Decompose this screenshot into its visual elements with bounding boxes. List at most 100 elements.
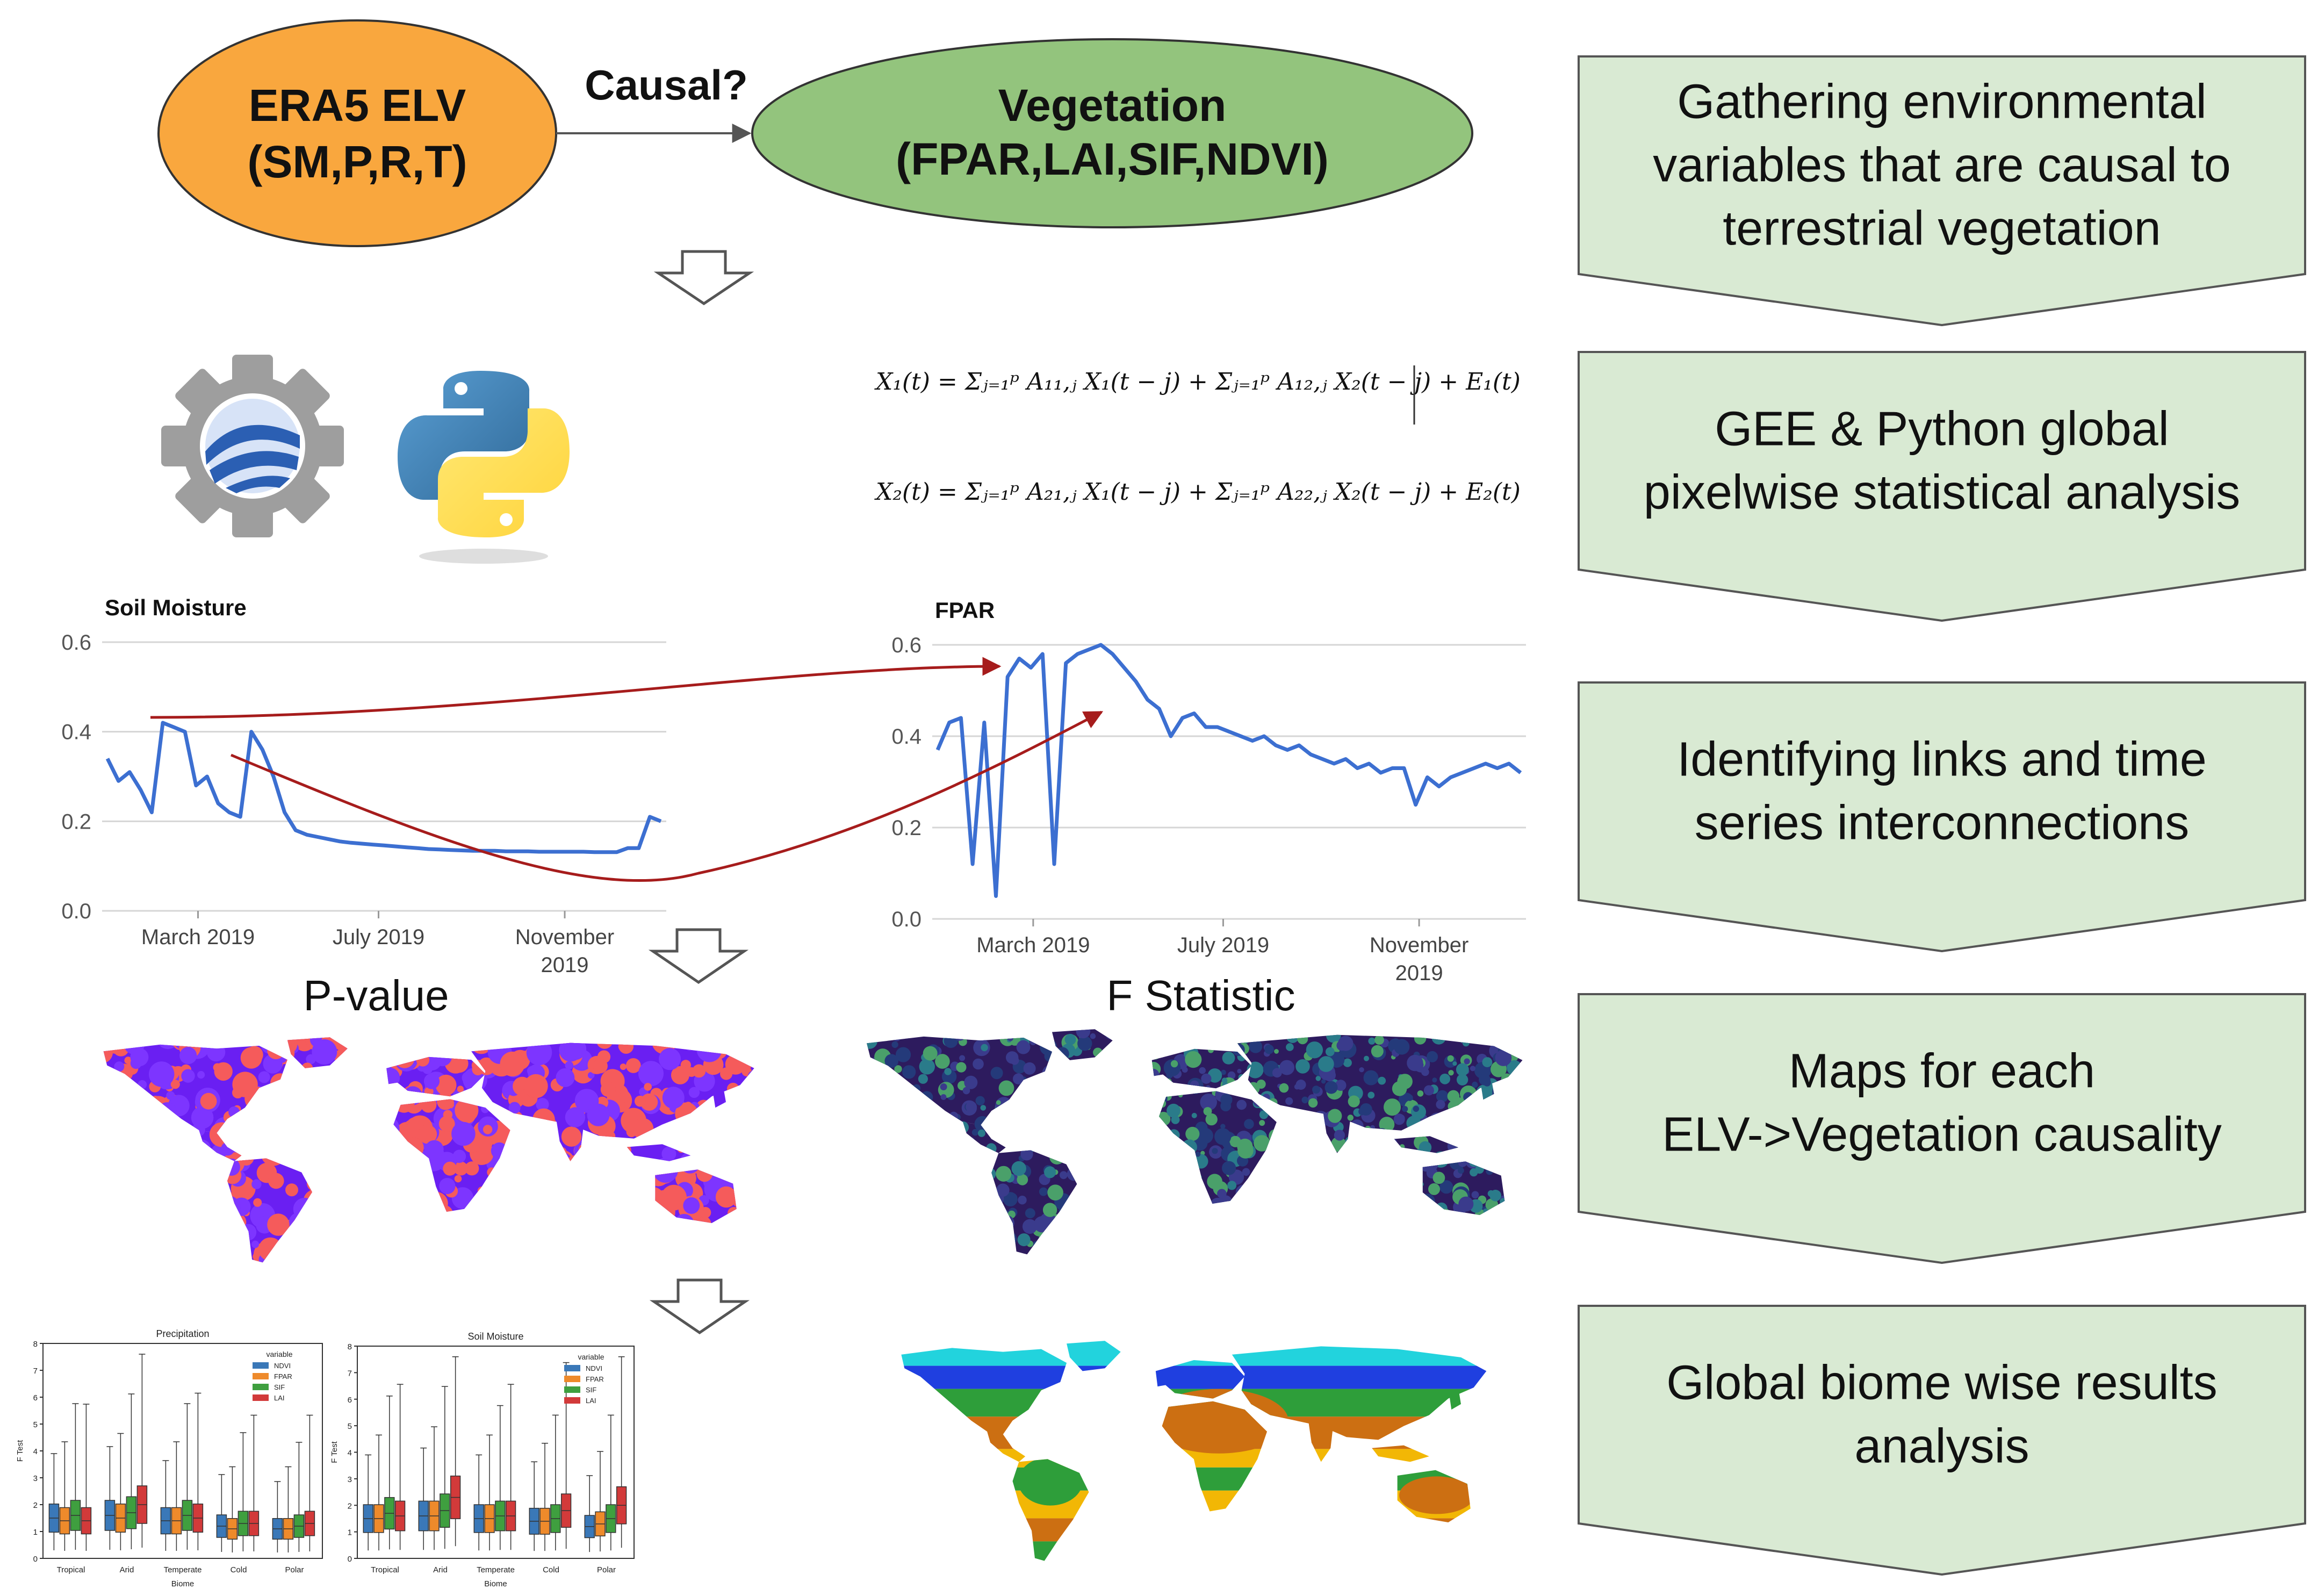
- map-pixel: [214, 1198, 222, 1206]
- y-tick-label: 1: [33, 1528, 38, 1537]
- map-pixel: [487, 1167, 497, 1177]
- legend-label: SIF: [586, 1386, 596, 1394]
- map-pixel: [1259, 1120, 1265, 1126]
- biome-band: [901, 1365, 1487, 1389]
- map-pixel: [851, 1047, 864, 1060]
- map-pixel: [418, 1125, 437, 1144]
- landmass: [711, 1082, 726, 1108]
- map-pixel: [1095, 1054, 1108, 1067]
- map-pixel: [859, 1056, 865, 1062]
- map-pixel: [201, 1218, 221, 1238]
- map-pixel: [107, 1169, 116, 1178]
- map-pixel: [214, 1062, 233, 1081]
- map-pixel: [895, 1193, 904, 1202]
- map-pixel: [1144, 1240, 1154, 1250]
- map-pixel: [851, 1225, 864, 1238]
- map-pixel: [869, 1210, 880, 1220]
- map-pixel: [340, 1231, 361, 1252]
- map-pixel: [752, 1175, 754, 1188]
- map-pixel: [1191, 1112, 1197, 1118]
- map-pixel: [1482, 1057, 1493, 1067]
- map-pixel: [1009, 1029, 1023, 1035]
- map-pixel: [80, 1111, 87, 1118]
- map-pixel: [232, 1072, 258, 1097]
- map-pixel: [530, 1037, 545, 1051]
- map-pixel: [1132, 1089, 1147, 1104]
- map-pixel: [1227, 1181, 1237, 1190]
- map-pixel: [381, 1203, 400, 1221]
- category-label: Cold: [231, 1565, 247, 1575]
- map-pixel: [81, 1106, 97, 1123]
- map-pixel: [1098, 1091, 1110, 1103]
- map-pixel: [984, 1220, 1000, 1236]
- map-pixel: [1491, 1111, 1496, 1117]
- map-pixel: [1528, 1240, 1540, 1252]
- map-pixel: [298, 1141, 315, 1159]
- map-pixel: [528, 1256, 539, 1263]
- map-pixel: [169, 1233, 188, 1252]
- map-pixel: [1483, 1227, 1499, 1242]
- map-pixel: [311, 1157, 329, 1175]
- map-pixel: [1241, 1029, 1251, 1037]
- map-pixel: [1502, 1098, 1513, 1109]
- map-pixel: [1018, 1196, 1027, 1205]
- map-pixel: [239, 1112, 247, 1120]
- equation-2: X₂(t) = Σⱼ₌₁ᵖ A₂₁,ⱼ X₁(t − j) + Σⱼ₌₁ᵖ A₂…: [874, 478, 1521, 506]
- map-pixel: [1276, 1162, 1287, 1173]
- x-tick-label: July 2019: [333, 925, 424, 949]
- map-pixel: [359, 1158, 369, 1168]
- map-pixel: [1097, 1064, 1114, 1081]
- map-pixel: [1259, 1110, 1269, 1119]
- map-pixel: [1358, 1207, 1370, 1219]
- map-pixel: [741, 1240, 752, 1251]
- map-pixel: [971, 1129, 979, 1136]
- map-pixel: [524, 1142, 544, 1162]
- map-pixel: [1517, 1041, 1523, 1047]
- map-pixel: [1474, 1254, 1489, 1255]
- fstat-title: F Statistic: [1106, 972, 1295, 1019]
- map-pixel: [1521, 1050, 1523, 1063]
- map-pixel: [368, 1177, 390, 1199]
- map-pixel: [1432, 1151, 1449, 1168]
- map-pixel: [359, 1159, 372, 1171]
- map-pixel: [184, 1207, 207, 1230]
- map-pixel: [1304, 1239, 1310, 1246]
- map-pixel: [1450, 1250, 1459, 1255]
- map-pixel: [69, 1097, 93, 1121]
- map-pixel: [938, 1082, 954, 1098]
- map-pixel: [1429, 1112, 1445, 1129]
- map-pixel: [248, 1145, 262, 1158]
- map-pixel: [1178, 1196, 1185, 1203]
- map-pixel: [1170, 1045, 1178, 1054]
- map-pixel: [332, 1091, 353, 1112]
- map-pixel: [1167, 1103, 1180, 1118]
- map-pixel: [940, 1141, 947, 1149]
- map-pixel: [349, 1163, 364, 1178]
- map-pixel: [916, 1190, 921, 1196]
- map-pixel: [1443, 1135, 1448, 1141]
- map-pixel: [143, 1138, 151, 1146]
- map-pixel: [867, 1058, 877, 1073]
- map-pixel: [157, 1176, 165, 1184]
- map-pixel: [320, 1089, 330, 1099]
- map-pixel: [924, 1132, 935, 1144]
- map-pixel: [1117, 1029, 1122, 1033]
- map-pixel: [894, 1181, 902, 1189]
- map-pixel: [859, 1155, 867, 1163]
- map-pixel: [1136, 1032, 1147, 1043]
- map-pixel: [1314, 1212, 1327, 1224]
- map-pixel: [315, 1132, 340, 1158]
- map-pixel: [359, 1151, 371, 1162]
- map-pixel: [297, 1239, 318, 1260]
- map-pixel: [488, 1238, 501, 1251]
- map-pixel: [916, 1154, 930, 1167]
- map-pixel: [1195, 1151, 1201, 1157]
- map-pixel: [1242, 1212, 1252, 1224]
- map-pixel: [76, 1240, 84, 1249]
- map-pixel: [1205, 1085, 1211, 1091]
- map-pixel: [1021, 1135, 1038, 1153]
- map-pixel: [1356, 1246, 1367, 1255]
- map-pixel: [358, 1085, 372, 1099]
- map-pixel: [441, 1258, 453, 1263]
